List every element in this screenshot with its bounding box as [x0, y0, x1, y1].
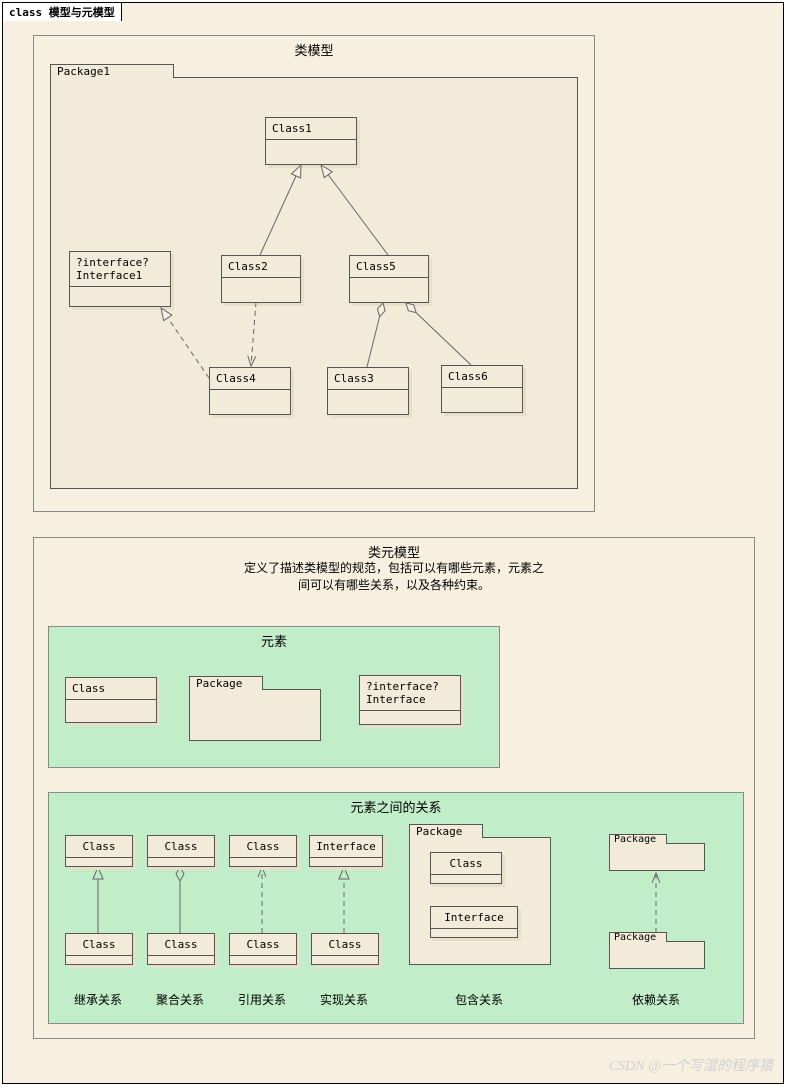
rel6-top-label: Package [609, 834, 667, 844]
rel2-bot-label: Class [148, 934, 214, 956]
region-class-model-title: 类模型 [294, 40, 333, 59]
region-metamodel-title: 类元模型 [368, 542, 420, 561]
rel5-class: Class [430, 852, 502, 884]
rel4-top-label: Interface [310, 836, 382, 858]
region-metamodel-desc: 定义了描述类模型的规范，包括可以有哪些元素，元素之间可以有哪些关系，以及各种约束… [244, 560, 544, 594]
rel6-label: 依赖关系 [613, 991, 699, 1008]
rel4-bot: Class [311, 933, 379, 965]
rel5-label: 包含关系 [429, 991, 529, 1008]
elem-interface-label: ?interface? Interface [360, 676, 460, 711]
node-class4-label: Class4 [210, 368, 290, 390]
box-elements: 元素 Class Package ?interface? Interface [48, 626, 500, 768]
rel2-bot: Class [147, 933, 215, 965]
node-class2: Class2 [221, 255, 301, 303]
rel5-class-label: Class [431, 853, 501, 875]
elem-interface: ?interface? Interface [359, 675, 461, 725]
node-class4: Class4 [209, 367, 291, 415]
rel1-top-label: Class [66, 836, 132, 858]
rel6-top: Package [609, 843, 705, 871]
node-class3-label: Class3 [328, 368, 408, 390]
watermark: CSDN @一个写湿的程序猿 [609, 1055, 773, 1075]
rel2-label: 聚合关系 [147, 991, 213, 1008]
region-class-model: 类模型 Package1 Class1 ?interface? Interfac… [33, 35, 595, 512]
rel3-top-label: Class [230, 836, 296, 858]
rel1-bot: Class [65, 933, 133, 965]
node-interface1-label: ?interface? Interface1 [70, 252, 170, 287]
node-class6: Class6 [441, 365, 523, 413]
elem-package: Package [189, 689, 321, 741]
region-metamodel: 类元模型 定义了描述类模型的规范，包括可以有哪些元素，元素之间可以有哪些关系，以… [33, 537, 755, 1039]
diagram-frame: class 模型与元模型 类模型 Package1 Class1 ?interf… [2, 2, 784, 1084]
rel3-bot: Class [229, 933, 297, 965]
relations-edges [49, 793, 743, 1023]
node-class1: Class1 [265, 117, 357, 165]
rel2-top: Class [147, 835, 215, 867]
rel5-package: Package Class Interface [409, 837, 551, 965]
rel3-label: 引用关系 [229, 991, 295, 1008]
elem-package-label: Package [189, 676, 263, 690]
elem-class-label: Class [66, 678, 156, 700]
elem-class: Class [65, 677, 157, 723]
node-class1-label: Class1 [266, 118, 356, 140]
rel1-label: 继承关系 [65, 991, 131, 1008]
package-package1: Package1 Class1 ?interface? Interface1 C… [50, 77, 578, 489]
rel6-bot-label: Package [609, 932, 667, 942]
node-class3: Class3 [327, 367, 409, 415]
frame-title-tab: class 模型与元模型 [2, 2, 122, 21]
rel5-package-label: Package [409, 824, 483, 838]
rel3-top: Class [229, 835, 297, 867]
box-relations: 元素之间的关系 [48, 792, 744, 1024]
node-class6-label: Class6 [442, 366, 522, 388]
rel1-bot-label: Class [66, 934, 132, 956]
rel4-bot-label: Class [312, 934, 378, 956]
rel4-label: 实现关系 [311, 991, 377, 1008]
rel5-interface: Interface [430, 906, 518, 938]
rel2-top-label: Class [148, 836, 214, 858]
node-class5: Class5 [349, 255, 429, 303]
rel4-top: Interface [309, 835, 383, 867]
frame-title: class 模型与元模型 [9, 6, 115, 19]
node-interface1: ?interface? Interface1 [69, 251, 171, 307]
package-package1-label: Package1 [50, 64, 174, 78]
node-class2-label: Class2 [222, 256, 300, 278]
rel5-interface-label: Interface [431, 907, 517, 929]
box-relations-title: 元素之间的关系 [350, 797, 441, 816]
node-class5-label: Class5 [350, 256, 428, 278]
box-elements-title: 元素 [261, 631, 287, 650]
rel3-bot-label: Class [230, 934, 296, 956]
rel1-top: Class [65, 835, 133, 867]
rel6-bot: Package [609, 941, 705, 969]
